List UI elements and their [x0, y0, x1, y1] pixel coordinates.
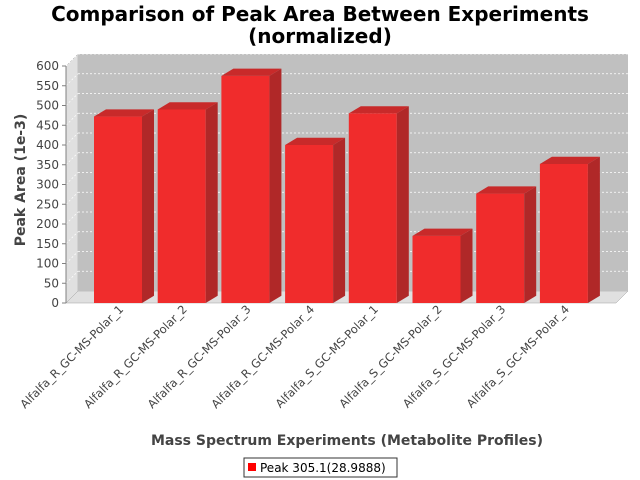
bars-group	[94, 68, 600, 304]
y-tick-label: 0	[51, 296, 59, 310]
bar-front	[412, 235, 461, 303]
gridline-wall	[65, 93, 79, 106]
legend-box	[243, 457, 398, 478]
gridline-wall	[65, 113, 79, 126]
y-tick-label: 500	[36, 99, 59, 113]
legend-swatch	[248, 463, 256, 471]
x-axis-label: Mass Spectrum Experiments (Metabolite Pr…	[151, 433, 543, 449]
chart-title-line1: Comparison of Peak Area Between Experime…	[51, 2, 589, 26]
bar-side	[524, 186, 537, 303]
bar-top	[221, 68, 282, 76]
y-tick-label: 550	[36, 79, 59, 93]
bar-side	[396, 106, 409, 303]
gridline-wall	[65, 132, 79, 146]
bar-side	[587, 156, 600, 303]
bar-front	[476, 193, 525, 303]
bar-front	[348, 113, 397, 304]
x-tick-label: Alfalfa_S_GC-MS-Polar_1	[273, 302, 381, 410]
bar-side	[460, 228, 473, 303]
x-tick-label: Alfalfa_R_GC-MS-Polar_2	[81, 302, 190, 411]
gridline-wall	[65, 53, 79, 67]
bar	[221, 68, 282, 303]
bar-top	[94, 109, 154, 117]
gridline-wall	[65, 251, 79, 264]
x-tick-label: Alfalfa_S_GC-MS-Polar_3	[400, 302, 508, 410]
bar-front	[221, 75, 270, 303]
bar-top	[285, 137, 346, 145]
bar-top	[412, 228, 473, 236]
x-tick-label: Alfalfa_S_GC-MS-Polar_2	[336, 302, 444, 410]
y-tick-label: 250	[36, 197, 59, 211]
bar-top	[348, 106, 409, 114]
y-tick-label: 100	[36, 257, 59, 271]
y-tick-label: 600	[36, 59, 59, 73]
x-tick-label: Alfalfa_R_GC-MS-Polar_3	[145, 302, 254, 411]
bar-front	[285, 145, 334, 303]
gridline-wall	[65, 211, 79, 225]
bar	[412, 228, 473, 303]
bar-side	[205, 102, 218, 303]
y-tick-label: 150	[36, 237, 59, 251]
gridline-wall	[65, 271, 79, 284]
bar	[157, 102, 218, 303]
gridline-wall	[65, 231, 79, 244]
bar	[476, 186, 537, 303]
x-tick-label: Alfalfa_S_GC-MS-Polar_4	[464, 302, 572, 410]
bar-front	[94, 116, 142, 303]
bar-side	[333, 137, 346, 303]
bar-side	[142, 109, 154, 303]
y-tick-label: 300	[36, 178, 59, 192]
bar-side	[269, 68, 282, 303]
y-tick-label: 50	[44, 276, 59, 290]
bar-top	[476, 186, 537, 194]
y-tick-label: 400	[36, 138, 59, 152]
x-tick-label: Alfalfa_R_GC-MS-Polar_4	[208, 302, 317, 411]
bar-top	[539, 156, 600, 164]
legend: Peak 305.1(28.9888)	[243, 457, 398, 478]
gridline-wall	[65, 192, 79, 205]
y-tick-label: 200	[36, 217, 59, 231]
gridline-wall	[65, 172, 79, 185]
y-axis-ticks: 0 50 100 150 200 250 300 350 400 450 500 550 600	[36, 59, 67, 310]
x-tick-label: Alfalfa_R_GC-MS-Polar_1	[17, 302, 126, 411]
x-axis-ticks: Alfalfa_R_GC-MS-Polar_1Alfalfa_R_GC-MS-P…	[17, 302, 572, 411]
bar	[94, 109, 154, 303]
gridline-wall	[65, 152, 79, 165]
bar	[285, 137, 346, 303]
bar-front	[157, 109, 206, 303]
chart-title-line2: (normalized)	[248, 24, 392, 48]
bar	[348, 106, 409, 304]
bar-top	[157, 102, 218, 110]
y-axis-label: Peak Area (1e-3)	[13, 114, 29, 247]
bar	[539, 156, 600, 303]
y-tick-label: 350	[36, 158, 59, 172]
legend-item-label: Peak 305.1(28.9888)	[260, 461, 386, 475]
gridline-wall	[65, 73, 79, 86]
bar-front	[539, 163, 588, 303]
y-tick-label: 450	[36, 118, 59, 132]
